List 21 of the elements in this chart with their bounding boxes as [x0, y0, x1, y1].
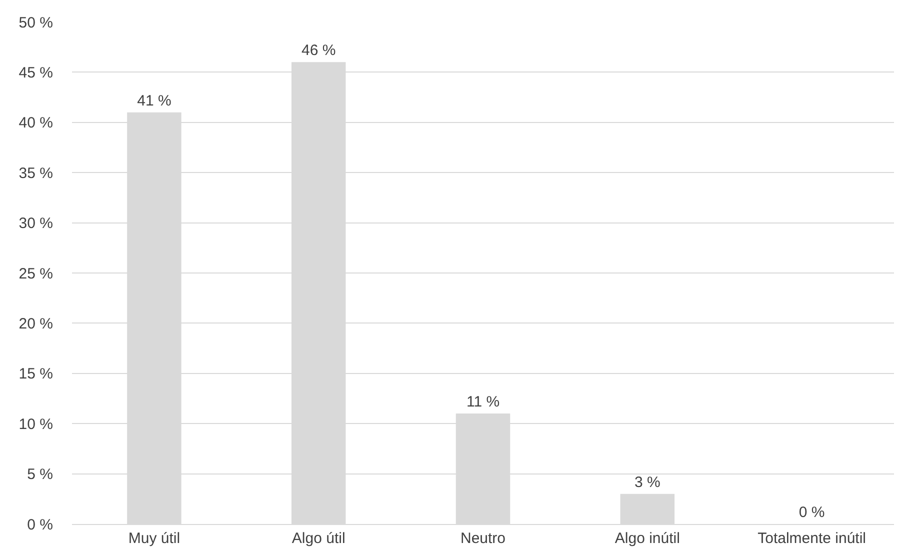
y-tick-label: 10 %	[18, 416, 53, 433]
y-tick-label: 40 %	[18, 114, 53, 132]
x-tick-label: Algo inútil	[614, 530, 680, 547]
data-label: 46 %	[302, 42, 336, 60]
data-label: 41 %	[137, 92, 172, 110]
data-label: 11 %	[466, 394, 500, 411]
y-tick-label: 30 %	[18, 215, 53, 232]
x-tick-label: Muy útil	[128, 530, 180, 547]
data-label: 3 %	[634, 474, 660, 491]
y-tick-label: 50 %	[18, 14, 53, 32]
x-tick-label: Neutro	[460, 530, 506, 547]
y-tick-label: 35 %	[18, 164, 53, 182]
x-tick-label: Algo útil	[292, 530, 346, 547]
y-tick-label: 15 %	[18, 366, 53, 383]
y-tick-label: 20 %	[18, 315, 53, 332]
y-tick-label: 45 %	[18, 64, 53, 82]
y-tick-label: 0 %	[27, 516, 53, 534]
data-label: 0 %	[798, 504, 825, 521]
y-tick-label: 25 %	[18, 265, 53, 282]
x-tick-label: Totalmente inútil	[758, 530, 866, 547]
y-tick-label: 5 %	[27, 466, 53, 484]
